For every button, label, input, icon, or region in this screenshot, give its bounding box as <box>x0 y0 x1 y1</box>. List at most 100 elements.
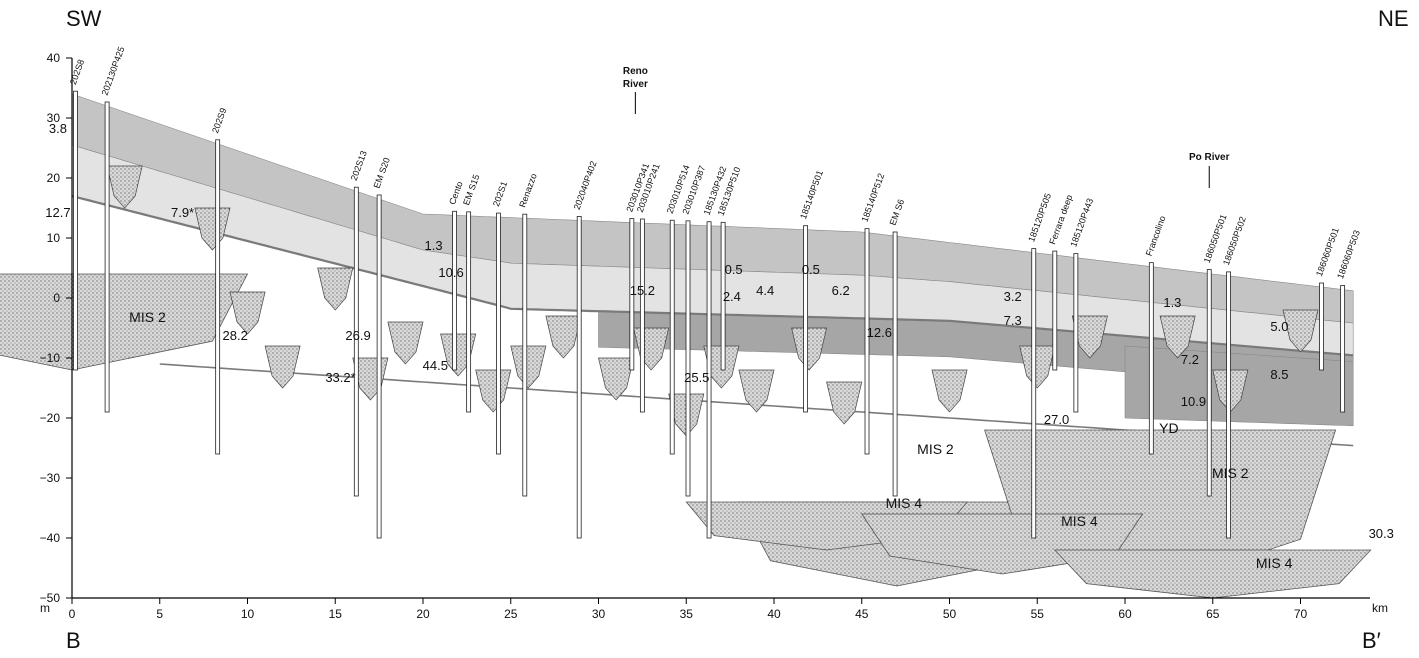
river-labels: Reno River Po River <box>623 66 1230 188</box>
sand-lens-17 <box>826 381 863 425</box>
sand-body-mis4-c <box>1053 549 1372 599</box>
sand-lens-2 <box>229 291 266 335</box>
sand-lens-9 <box>510 345 547 389</box>
y-tick-label-3: 10 <box>47 231 61 245</box>
x-tick-label-14: 70 <box>1294 607 1308 621</box>
x-tick-label-7: 35 <box>680 607 694 621</box>
age-label-20: 1.3 <box>1163 295 1181 310</box>
sand-lens-15 <box>738 369 775 413</box>
age-label-23: 5.0 <box>1270 319 1288 334</box>
sand-lens-18 <box>931 369 968 413</box>
y-tick-label-7: −30 <box>40 471 61 485</box>
well-log-17 <box>864 228 870 455</box>
well-log-7 <box>496 212 501 455</box>
y-tick-label-0: 40 <box>47 51 61 65</box>
well-log-10 <box>629 218 635 371</box>
age-label-24: 8.5 <box>1270 367 1288 382</box>
sand-bodies <box>0 165 1372 599</box>
well-name-22: Francolino <box>1144 214 1168 257</box>
well-log-1 <box>104 101 110 413</box>
sand-lens-3 <box>264 345 301 389</box>
unit-label-1: MIS 2 <box>917 441 954 457</box>
well-log-2 <box>215 139 221 455</box>
age-label-5: 10.6 <box>438 265 463 280</box>
age-label-8: 44.5 <box>423 358 448 373</box>
y-unit-label: m <box>40 601 50 615</box>
stratigraphic-bands <box>71 93 1354 447</box>
well-log-23 <box>1206 269 1212 497</box>
x-tick-label-11: 55 <box>1031 607 1045 621</box>
age-labels: 3.8 12.7 7.9* 28.2 1.3 10.6 26.9 33.2* 44.5 15.2 0… <box>45 121 1394 541</box>
unit-label-0: MIS 2 <box>129 309 166 325</box>
y-tick-label-6: −20 <box>40 411 61 425</box>
well-log-18 <box>892 231 898 497</box>
sand-lens-21 <box>1159 315 1196 359</box>
sand-lens-12 <box>633 327 670 371</box>
y-tick-labels: 40 30 20 10 0 −10 −20 −30 −40 −50 <box>40 51 72 605</box>
well-log-9 <box>576 216 582 539</box>
y-tick-label-4: 0 <box>53 291 60 305</box>
well-log-20 <box>1052 250 1058 371</box>
y-tick-label-5: −10 <box>40 351 61 365</box>
well-log-26 <box>1340 285 1346 413</box>
well-name-16: 185140P501 <box>798 169 825 220</box>
age-label-3: 28.2 <box>223 328 248 343</box>
sand-lens-11 <box>598 357 635 401</box>
age-label-19: 27.0 <box>1044 412 1069 427</box>
well-name-4: EM S20 <box>372 156 392 190</box>
sand-lens-19 <box>1019 345 1056 389</box>
well-name-26: 186060P503 <box>1335 229 1362 280</box>
age-label-12: 4.4 <box>756 283 774 298</box>
y-tick-label-8: −40 <box>40 531 61 545</box>
unit-label-5: MIS 4 <box>1256 555 1293 571</box>
y-tick-label-1: 30 <box>47 111 61 125</box>
well-name-2: 202S9 <box>210 107 228 135</box>
corner-b-prime: B′ <box>1362 628 1381 653</box>
x-tick-label-0: 0 <box>69 607 76 621</box>
well-log-16 <box>803 225 808 413</box>
well-name-8: Renazzo <box>517 172 539 209</box>
age-label-1: 12.7 <box>45 205 70 220</box>
age-label-6: 26.9 <box>345 328 370 343</box>
age-label-21: 7.2 <box>1181 352 1199 367</box>
age-label-7: 33.2* <box>325 370 355 385</box>
well-log-24 <box>1226 271 1231 539</box>
x-tick-label-6: 30 <box>592 607 606 621</box>
x-tick-label-1: 5 <box>156 607 163 621</box>
well-logs <box>73 90 1346 539</box>
age-label-2: 7.9* <box>171 205 194 220</box>
well-log-6 <box>466 211 472 413</box>
age-label-9: 15.2 <box>630 283 655 298</box>
well-name-18: EM S6 <box>888 198 907 227</box>
well-name-6: EM S15 <box>461 173 481 207</box>
river-name-1: Po River <box>1189 152 1230 163</box>
well-log-8 <box>522 213 528 497</box>
well-name-9: 202040P402 <box>572 160 599 211</box>
x-tick-label-13: 65 <box>1206 607 1220 621</box>
age-label-14: 6.2 <box>832 283 850 298</box>
well-name-17: 185140P512 <box>859 172 886 223</box>
x-tick-label-4: 20 <box>416 607 430 621</box>
corner-b: B <box>66 628 81 653</box>
age-label-18: 7.3 <box>1004 313 1022 328</box>
well-name-7: 202S1 <box>491 180 509 208</box>
well-log-12 <box>669 219 675 455</box>
age-label-4: 1.3 <box>424 238 442 253</box>
sand-lens-23 <box>1282 309 1319 353</box>
well-log-0 <box>73 90 78 371</box>
sand-lens-10 <box>545 315 582 359</box>
sand-lens-4 <box>317 267 354 311</box>
well-log-22 <box>1148 262 1154 455</box>
x-tick-label-8: 40 <box>767 607 781 621</box>
well-log-13 <box>685 220 691 497</box>
age-label-16: 12.6 <box>867 325 892 340</box>
age-label-11: 2.4 <box>723 289 741 304</box>
boundary-line-holocene-base <box>71 194 1354 357</box>
unit-label-4: MIS 4 <box>1061 513 1098 529</box>
y-tick-label-2: 20 <box>47 171 61 185</box>
sand-lens-0 <box>106 165 143 209</box>
river-name-line2-0: River <box>623 79 648 90</box>
well-log-15 <box>720 221 726 371</box>
age-label-15: 25.5 <box>684 370 709 385</box>
